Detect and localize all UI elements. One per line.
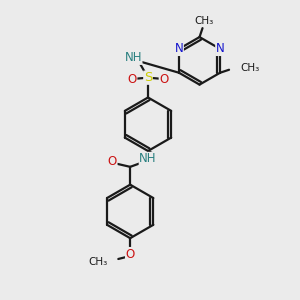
Text: NH: NH: [124, 51, 142, 64]
Text: CH₃: CH₃: [88, 257, 107, 267]
Text: O: O: [159, 73, 169, 86]
Text: O: O: [126, 248, 135, 260]
Text: N: N: [175, 42, 183, 56]
Text: NH: NH: [139, 152, 157, 165]
Text: S: S: [144, 71, 152, 84]
Text: O: O: [108, 155, 117, 168]
Text: N: N: [216, 42, 224, 56]
Text: CH₃: CH₃: [240, 63, 259, 73]
Text: O: O: [128, 73, 137, 86]
Text: CH₃: CH₃: [195, 16, 214, 26]
